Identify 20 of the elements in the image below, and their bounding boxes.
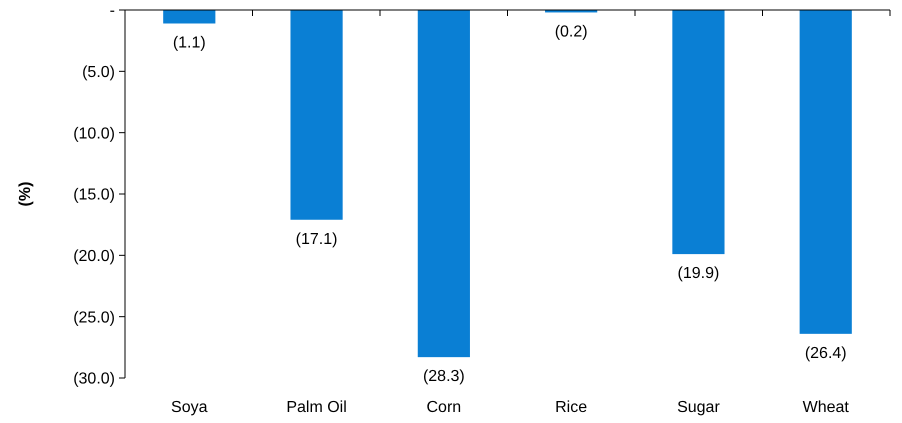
y-tick-label: (10.0)	[73, 125, 115, 142]
y-tick-label: -	[110, 2, 115, 20]
x-tick-label: Soya	[171, 399, 208, 416]
x-tick-label: Rice	[555, 399, 588, 416]
x-tick-label: Corn	[426, 399, 462, 416]
x-tick-label: Sugar	[677, 399, 720, 416]
data-label: (19.9)	[678, 265, 720, 282]
data-label: (17.1)	[296, 230, 338, 248]
data-label: (28.3)	[422, 368, 465, 386]
y-axis-title: (%)	[17, 182, 34, 206]
y-tick-label: (25.0)	[73, 309, 115, 326]
data-label: (0.2)	[554, 23, 588, 40]
data-label: (26.4)	[804, 344, 847, 362]
x-tick-label: Palm Oil	[286, 399, 347, 416]
data-label: (1.1)	[172, 34, 206, 52]
y-tick-label: (30.0)	[73, 370, 115, 388]
y-tick-label: (20.0)	[73, 248, 115, 265]
x-tick-label: Wheat	[802, 399, 850, 416]
y-tick-label: (5.0)	[82, 64, 115, 81]
y-tick-label: (15.0)	[73, 186, 115, 204]
